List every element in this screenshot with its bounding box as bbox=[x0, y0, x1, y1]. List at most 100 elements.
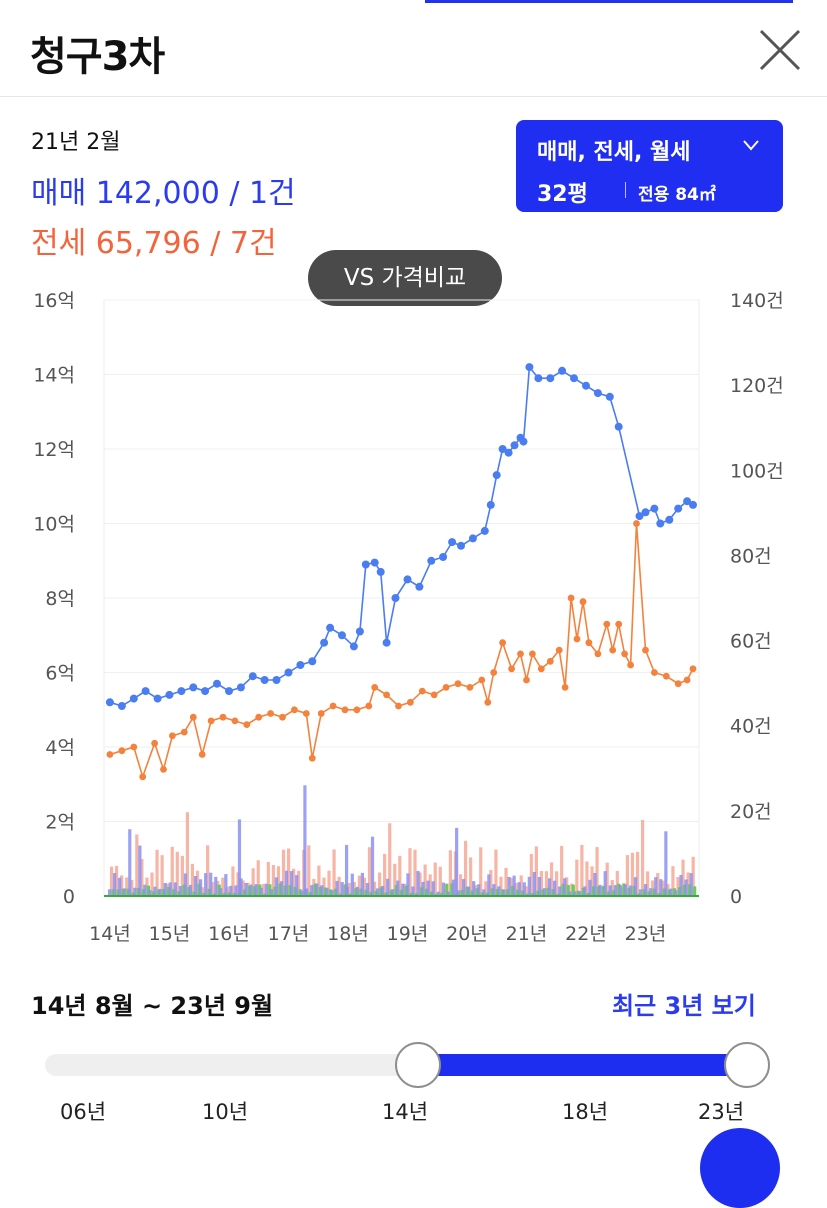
volume-bar-jeonse bbox=[438, 866, 442, 896]
jeonse-price-point bbox=[537, 665, 545, 673]
y-right-tick-label: 60건 bbox=[730, 631, 772, 653]
jeonse-price-point bbox=[430, 691, 438, 699]
volume-bar-sale bbox=[547, 878, 552, 896]
sale-price-point bbox=[391, 594, 400, 602]
volume-bar-sale bbox=[542, 888, 547, 896]
sale-price-point bbox=[213, 679, 221, 688]
volume-bar-sale bbox=[689, 873, 693, 896]
period-slider-end-handle[interactable] bbox=[724, 1042, 770, 1088]
jeonse-summary: 전세 65,796 / 7건 bbox=[31, 226, 277, 261]
jeonse-price-point bbox=[499, 639, 506, 647]
volume-bar-sale bbox=[204, 873, 208, 896]
volume-bar-jeonse bbox=[681, 859, 685, 896]
volume-bar-sale bbox=[355, 886, 359, 896]
volume-bar-jeonse bbox=[281, 849, 286, 896]
recent-3-years-link[interactable]: 최근 3년 보기 bbox=[612, 992, 756, 1020]
volume-bar-jeonse bbox=[337, 876, 341, 896]
sale-price-point bbox=[117, 702, 126, 710]
sale-price-point bbox=[650, 504, 659, 513]
volume-bar-sale bbox=[649, 888, 653, 896]
jeonse-price-point bbox=[454, 680, 462, 688]
volume-bar-sale bbox=[608, 885, 612, 896]
volume-bar-sale bbox=[517, 882, 521, 896]
volume-bar-sale bbox=[254, 884, 258, 896]
jeonse-price-point bbox=[508, 665, 515, 673]
y-right-tick-label: 0 bbox=[730, 886, 742, 908]
volume-bar-sale bbox=[118, 877, 122, 896]
jeonse-price-point bbox=[160, 766, 167, 773]
sale-price-point bbox=[105, 698, 114, 707]
volume-bar-sale bbox=[284, 870, 289, 896]
volume-bar-jeonse bbox=[585, 861, 589, 896]
volume-bar-jeonse bbox=[200, 887, 205, 896]
volume-bar-sale bbox=[290, 871, 294, 896]
volume-bar-jeonse bbox=[418, 872, 422, 896]
sale-price-point bbox=[349, 642, 358, 651]
volume-bar-monthly bbox=[566, 884, 570, 896]
volume-bar-jeonse bbox=[539, 871, 544, 896]
y-right-tick-label: 100건 bbox=[730, 460, 784, 482]
volume-bar-jeonse bbox=[529, 854, 533, 896]
volume-bar-jeonse bbox=[514, 883, 518, 896]
volume-bar-monthly bbox=[445, 883, 449, 896]
volume-bar-sale bbox=[259, 887, 263, 896]
sale-price-point bbox=[284, 668, 293, 677]
sale-price-point bbox=[498, 445, 507, 453]
jeonse-price-point bbox=[383, 691, 390, 699]
volume-bar-jeonse bbox=[276, 866, 281, 896]
volume-bar-sale bbox=[198, 879, 203, 896]
volume-bar-jeonse bbox=[610, 880, 614, 896]
sale-price-point bbox=[225, 687, 233, 696]
period-range-label: 14년 8월 ~ 23년 9월 bbox=[31, 992, 274, 1020]
volume-bar-sale bbox=[411, 886, 415, 896]
volume-bar-jeonse bbox=[560, 845, 564, 896]
volume-bar-jeonse bbox=[332, 849, 336, 896]
volume-bar-sale bbox=[325, 887, 329, 896]
sale-price-point bbox=[141, 687, 150, 696]
volume-bar-sale bbox=[456, 890, 461, 896]
deal-type-filter-button[interactable]: 매매, 전세, 월세 32평 전용 84㎡ bbox=[516, 120, 783, 212]
volume-bar-jeonse bbox=[195, 870, 200, 896]
jeonse-price-point bbox=[585, 639, 593, 647]
volume-bar-sale bbox=[441, 882, 445, 896]
volume-bar-sale bbox=[558, 886, 562, 896]
sale-price-point bbox=[427, 556, 436, 565]
volume-bar-jeonse bbox=[463, 840, 468, 896]
y-left-tick-label: 16억 bbox=[33, 290, 75, 312]
x-tick-label: 17년 bbox=[268, 923, 310, 945]
jeonse-price-point bbox=[151, 739, 159, 747]
volume-bar-sale bbox=[279, 881, 284, 896]
volume-bar-sale bbox=[335, 880, 339, 896]
period-slider-start-handle[interactable] bbox=[395, 1042, 441, 1088]
volume-bar-jeonse bbox=[155, 849, 159, 896]
sale-price-point bbox=[248, 672, 257, 681]
y-right-tick-label: 140건 bbox=[730, 290, 784, 312]
sale-price-point bbox=[403, 575, 412, 584]
price-compare-button[interactable]: VS 가격비교 bbox=[308, 250, 502, 306]
jeonse-price-point bbox=[407, 698, 414, 706]
sale-price-point bbox=[165, 690, 174, 699]
jeonse-price-point bbox=[642, 646, 649, 654]
jeonse-price-point bbox=[308, 754, 316, 762]
volume-bar-jeonse bbox=[580, 844, 584, 896]
sale-price-point bbox=[534, 374, 543, 383]
volume-bar-jeonse bbox=[630, 852, 635, 896]
volume-bar-jeonse bbox=[388, 823, 392, 896]
sale-price-point bbox=[370, 558, 379, 567]
header-divider bbox=[0, 96, 827, 97]
jeonse-price-point bbox=[231, 717, 239, 725]
sale-price-point bbox=[486, 500, 495, 509]
x-tick-label: 14년 bbox=[89, 923, 131, 945]
volume-bar-sale bbox=[684, 879, 688, 896]
volume-bar-sale bbox=[436, 891, 440, 896]
sale-price-point bbox=[457, 541, 465, 550]
volume-bar-jeonse bbox=[251, 868, 255, 896]
volume-bar-sale bbox=[455, 827, 459, 896]
volume-bar-jeonse bbox=[256, 860, 260, 896]
jeonse-price-point bbox=[633, 520, 640, 527]
jeonse-price-point bbox=[395, 702, 402, 710]
floating-action-button[interactable] bbox=[700, 1128, 780, 1208]
sale-price-point bbox=[382, 638, 391, 647]
volume-bar-jeonse bbox=[605, 862, 609, 896]
close-icon[interactable] bbox=[758, 28, 802, 72]
